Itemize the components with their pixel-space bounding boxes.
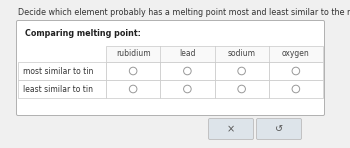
Text: sodium: sodium [228, 49, 256, 58]
Bar [160, 62, 215, 80]
FancyBboxPatch shape [209, 119, 253, 140]
Bar [269, 62, 323, 80]
Text: ×: × [227, 124, 235, 134]
Text: most similar to tin: most similar to tin [23, 66, 93, 75]
Text: rubidium: rubidium [116, 49, 150, 58]
Bar [18, 62, 106, 80]
Text: least similar to tin: least similar to tin [23, 85, 93, 94]
Bar [215, 80, 269, 98]
Bar [106, 80, 160, 98]
Bar [18, 80, 106, 98]
FancyBboxPatch shape [16, 21, 324, 115]
Text: Decide which element probably has a melting point most and least similar to the : Decide which element probably has a melt… [18, 8, 350, 17]
Text: Comparing melting point:: Comparing melting point: [25, 29, 141, 38]
Bar [215, 62, 269, 80]
Text: ↺: ↺ [275, 124, 283, 134]
Text: lead: lead [179, 49, 196, 58]
FancyBboxPatch shape [257, 119, 301, 140]
Text: oxygen: oxygen [282, 49, 310, 58]
Bar [106, 46, 323, 62]
Bar [160, 80, 215, 98]
Bar [269, 80, 323, 98]
Bar [106, 62, 160, 80]
